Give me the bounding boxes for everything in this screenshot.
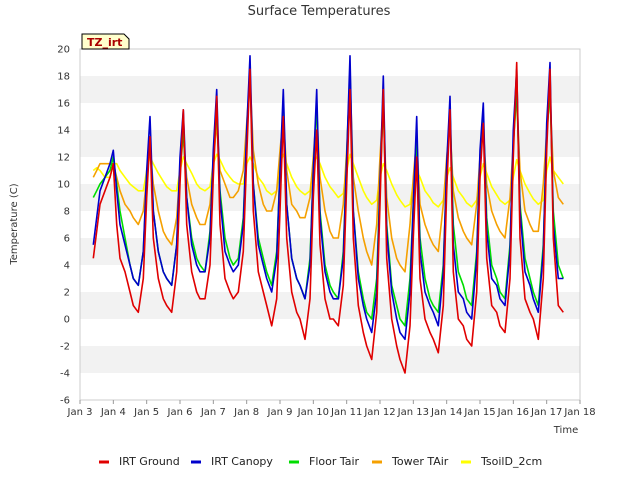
x-tick-label: Jan 17 (530, 407, 562, 418)
y-tick-label: 20 (57, 45, 70, 56)
grid-band (80, 184, 580, 211)
y-tick-label: -2 (60, 342, 70, 353)
legend-label: IRT Canopy (211, 455, 273, 468)
x-axis-label: Time (553, 425, 578, 436)
y-tick-label: 0 (64, 315, 70, 326)
y-tick-label: 18 (57, 72, 70, 83)
grid-band (80, 346, 580, 373)
grid-band (80, 319, 580, 346)
y-tick-label: 10 (57, 180, 70, 191)
x-tick-label: Jan 7 (200, 407, 226, 418)
grid-band (80, 130, 580, 157)
legend: IRT Ground IRT Canopy Floor Tair Tower TAir… (99, 455, 542, 468)
grid-band (80, 49, 580, 76)
legend-label: TsoilD_2cm (480, 455, 542, 468)
grid-band (80, 76, 580, 103)
x-tick-label: Jan 6 (167, 407, 193, 418)
chart-title: Surface Temperatures (248, 4, 391, 19)
y-tick-label: 6 (64, 234, 70, 245)
x-tick-label: Jan 14 (430, 407, 462, 418)
plot-frame (79, 48, 581, 401)
tz-irt-badge: TZ_irt (81, 33, 130, 50)
x-tick-label: Jan 12 (363, 407, 395, 418)
y-tick-label: 12 (57, 153, 70, 164)
legend-label: Floor Tair (309, 455, 360, 468)
grid-band (80, 238, 580, 265)
x-tick-label: Jan 15 (463, 407, 495, 418)
y-axis-label: Temperature (C) (9, 183, 20, 265)
y-axis-ticks: -6 -4 -2 0 2 4 6 8 10 12 14 16 18 20 (57, 45, 70, 407)
x-tick-label: Jan 13 (397, 407, 429, 418)
y-tick-label: -4 (60, 369, 70, 380)
grid-band (80, 157, 580, 184)
x-tick-label: Jan 11 (330, 407, 362, 418)
x-tick-label: Jan 8 (233, 407, 259, 418)
x-tick-label: Jan 4 (100, 407, 126, 418)
x-tick-label: Jan 5 (133, 407, 159, 418)
legend-label: Tower TAir (391, 455, 449, 468)
grid-band (80, 373, 580, 400)
legend-label: IRT Ground (119, 455, 180, 468)
y-tick-label: 4 (64, 261, 70, 272)
x-tick-label: Jan 18 (563, 407, 595, 418)
y-tick-label: 14 (57, 126, 70, 137)
x-tick-label: Jan 3 (67, 407, 93, 418)
x-axis-ticks: Jan 3 Jan 4 Jan 5 Jan 6 Jan 7 Jan 8 Jan 9 Jan 1… (67, 400, 596, 418)
series-line-irt-ground (92, 61, 564, 374)
y-tick-label: 16 (57, 99, 70, 110)
series-lines (92, 54, 565, 374)
y-tick-label: -6 (60, 396, 70, 407)
grid-band (80, 265, 580, 292)
y-tick-label: 2 (64, 288, 70, 299)
x-tick-label: Jan 16 (497, 407, 529, 418)
y-tick-label: 8 (64, 207, 70, 218)
grid-bands (80, 49, 580, 400)
x-tick-label: Jan 10 (297, 407, 329, 418)
badge-label: TZ_irt (87, 36, 122, 49)
x-tick-label: Jan 9 (267, 407, 293, 418)
grid-band (80, 103, 580, 130)
